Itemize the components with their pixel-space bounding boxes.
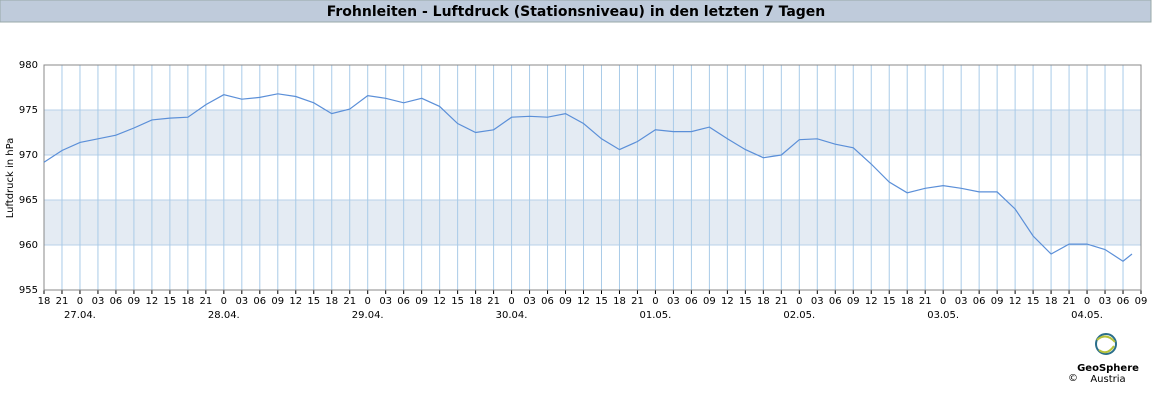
x-tick-label: 12: [721, 296, 734, 307]
x-tick-label: 09: [271, 296, 284, 307]
x-tick-label: 03: [955, 296, 968, 307]
x-tick-label: 21: [919, 296, 932, 307]
x-tick-label: 06: [973, 296, 986, 307]
x-tick-label: 15: [883, 296, 896, 307]
x-tick-label: 18: [325, 296, 338, 307]
band: [44, 110, 1141, 155]
x-tick-label: 12: [1009, 296, 1022, 307]
x-tick-label: 06: [541, 296, 554, 307]
date-label: 29.04.: [352, 310, 384, 321]
date-label: 30.04.: [496, 310, 528, 321]
band: [44, 200, 1141, 245]
x-tick-label: 21: [199, 296, 212, 307]
x-tick-label: 0: [652, 296, 658, 307]
x-tick-label: 18: [901, 296, 914, 307]
x-tick-label: 12: [146, 296, 159, 307]
date-label: 02.05.: [783, 310, 815, 321]
x-tick-label: 0: [77, 296, 83, 307]
x-tick-label: 21: [343, 296, 356, 307]
x-tick-label: 0: [1084, 296, 1090, 307]
plot-area: [44, 65, 1141, 290]
x-tick-label: 09: [703, 296, 716, 307]
x-tick-label: 09: [991, 296, 1004, 307]
x-tick-label: 09: [847, 296, 860, 307]
y-tick-label: 955: [19, 285, 38, 296]
x-tick-label: 21: [1063, 296, 1076, 307]
x-tick-label: 06: [1117, 296, 1130, 307]
x-tick-label: 18: [613, 296, 626, 307]
x-tick-label: 12: [289, 296, 302, 307]
x-tick-label: 15: [164, 296, 177, 307]
x-tick-label: 03: [667, 296, 680, 307]
chart-title: Frohnleiten - Luftdruck (Stationsniveau)…: [327, 4, 826, 20]
x-tick-label: 18: [757, 296, 770, 307]
x-tick-label: 18: [1045, 296, 1058, 307]
copyright: ©: [1068, 373, 1078, 384]
x-tick-label: 0: [508, 296, 514, 307]
x-tick-label: 09: [128, 296, 141, 307]
y-tick-label: 975: [19, 105, 38, 116]
date-label: 28.04.: [208, 310, 240, 321]
x-tick-label: 03: [235, 296, 248, 307]
x-tick-label: 21: [56, 296, 69, 307]
y-tick-label: 970: [19, 150, 38, 161]
x-tick-label: 21: [631, 296, 644, 307]
y-tick-label: 980: [19, 60, 38, 71]
logo-text: Austria: [1090, 374, 1125, 385]
data-line: [43, 93, 1133, 262]
x-tick-label: 09: [559, 296, 572, 307]
date-label: 01.05.: [640, 310, 672, 321]
x-tick-label: 06: [253, 296, 266, 307]
x-tick-label: 06: [685, 296, 698, 307]
x-tick-label: 03: [523, 296, 536, 307]
x-tick-label: 18: [182, 296, 195, 307]
x-tick-label: 09: [415, 296, 428, 307]
x-tick-label: 0: [796, 296, 802, 307]
x-tick-label: 12: [433, 296, 446, 307]
plot-frame: [43, 64, 1142, 291]
x-tick-label: 15: [739, 296, 752, 307]
logo: GeoSphere Austria ©: [1068, 333, 1139, 385]
x-tick-label: 21: [487, 296, 500, 307]
y-tick-label: 965: [19, 195, 38, 206]
x-tick-label: 15: [451, 296, 464, 307]
title-bar: [0, 0, 1152, 23]
x-tick-label: 03: [811, 296, 824, 307]
x-tick-label: 03: [1099, 296, 1112, 307]
logo-text: GeoSphere: [1077, 363, 1139, 374]
x-tick-label: 0: [940, 296, 946, 307]
x-tick-label: 15: [595, 296, 608, 307]
x-tick-label: 06: [110, 296, 123, 307]
x-tick-label: 21: [775, 296, 788, 307]
x-tick-label: 03: [92, 296, 105, 307]
x-tick-label: 03: [379, 296, 392, 307]
x-tick-label: 15: [1027, 296, 1040, 307]
x-tick-label: 06: [397, 296, 410, 307]
date-label: 04.05.: [1071, 310, 1103, 321]
x-tick-label: 0: [221, 296, 227, 307]
x-tick-label: 15: [307, 296, 320, 307]
x-tick-label: 0: [365, 296, 371, 307]
x-tick-label: 12: [577, 296, 590, 307]
x-tick-label: 09: [1135, 296, 1148, 307]
x-tick-label: 18: [469, 296, 482, 307]
y-tick-label: 960: [19, 240, 38, 251]
y-axis-label: Luftdruck in hPa: [5, 138, 16, 219]
x-tick-label: 18: [38, 296, 51, 307]
date-label: 03.05.: [927, 310, 959, 321]
date-label: 27.04.: [64, 310, 96, 321]
x-tick-label: 06: [829, 296, 842, 307]
x-tick-label: 12: [865, 296, 878, 307]
